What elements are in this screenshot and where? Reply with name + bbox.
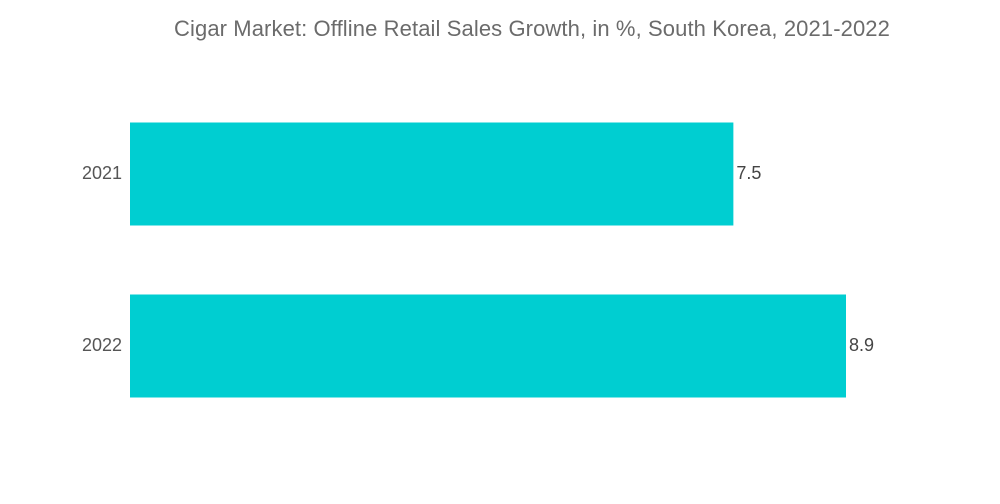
category-label-2021: 2021 (82, 163, 122, 183)
category-label-2022: 2022 (82, 335, 122, 355)
chart-title: Cigar Market: Offline Retail Sales Growt… (174, 16, 890, 41)
bar-2022 (130, 294, 846, 398)
bar-2021 (130, 122, 734, 226)
value-label-2022: 8.9 (849, 335, 874, 355)
value-label-2021: 7.5 (736, 163, 761, 183)
